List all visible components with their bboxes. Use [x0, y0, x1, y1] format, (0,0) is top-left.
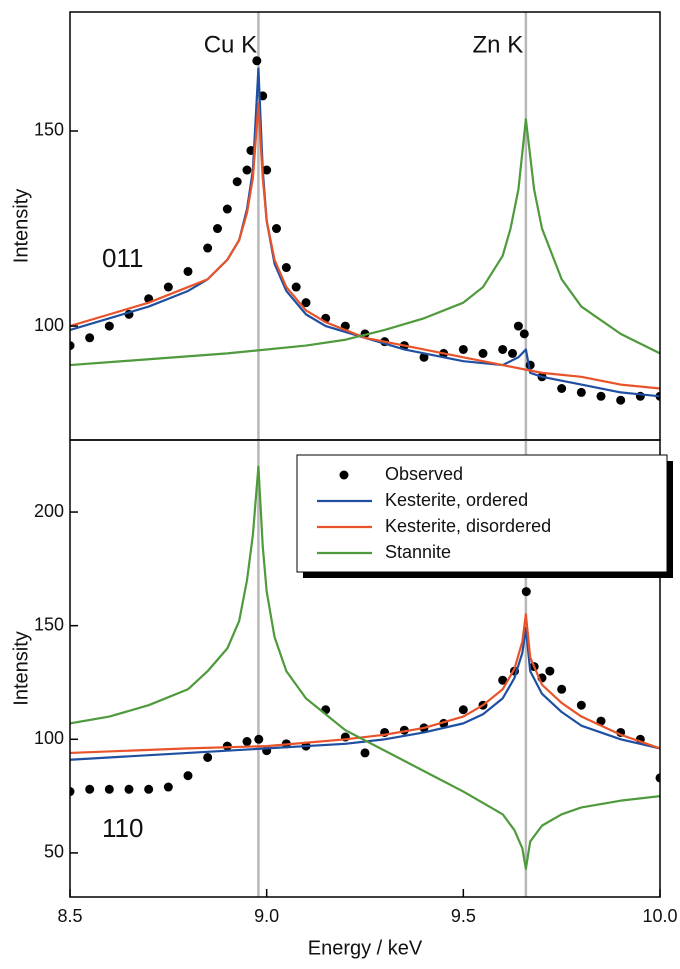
data-point	[596, 716, 606, 726]
data-point	[596, 391, 606, 401]
data-point	[301, 298, 311, 308]
series-line	[70, 67, 660, 398]
data-point	[498, 675, 508, 685]
y-tick-label: 100	[34, 315, 64, 335]
series-line	[70, 465, 660, 870]
data-point	[519, 329, 529, 339]
data-point	[163, 282, 173, 292]
panel-label: 011	[102, 243, 143, 273]
data-point	[557, 383, 567, 393]
reference-label: Zn K	[473, 31, 524, 58]
panel: Cu K Zn K 100 150 Intensity 011	[10, 11, 661, 441]
data-point	[242, 165, 252, 175]
data-point	[213, 224, 222, 234]
series-line	[70, 118, 660, 367]
data-point	[242, 737, 252, 747]
data-point	[85, 784, 95, 794]
series-line	[70, 626, 660, 761]
data-point	[252, 56, 262, 66]
data-point	[104, 784, 114, 794]
data-point	[281, 263, 291, 273]
data-point	[222, 204, 232, 214]
data-point	[576, 700, 586, 710]
x-tick-label: 9.0	[254, 906, 279, 926]
data-point	[291, 282, 301, 292]
legend-label: Kesterite, ordered	[385, 490, 528, 510]
data-point	[124, 784, 134, 794]
y-tick-label: 150	[34, 614, 64, 634]
x-tick-label: 10.0	[642, 906, 677, 926]
x-tick-label: 9.5	[451, 906, 476, 926]
plot-area	[70, 12, 660, 440]
data-point	[203, 752, 213, 762]
panel: 50 100 150 200 8.5 9.0 9.5 10.0 Intensity Energy …	[10, 439, 678, 959]
data-point	[576, 387, 586, 397]
panel-label: 110	[102, 813, 143, 843]
data-point	[203, 243, 213, 253]
data-point	[498, 344, 508, 354]
data-point	[360, 748, 370, 758]
legend-marker	[339, 470, 349, 480]
y-tick-label: 100	[34, 728, 64, 748]
series-line	[70, 102, 660, 390]
legend: Observed Kesterite, ordered Kesterite, dis…	[296, 454, 673, 578]
data-point	[254, 734, 264, 744]
data-point	[163, 782, 173, 792]
data-point	[508, 348, 517, 358]
data-point	[513, 321, 523, 331]
legend-label: Observed	[385, 464, 463, 484]
x-axis-label: Energy / keV	[308, 937, 423, 959]
y-tick-label: 200	[34, 501, 64, 521]
legend-label: Stannite	[385, 542, 451, 562]
y-axis-label: Intensity	[10, 189, 32, 263]
data-point	[183, 266, 193, 276]
data-point	[70, 341, 75, 351]
reference-label: Cu K	[204, 31, 257, 58]
data-point	[272, 224, 281, 234]
data-point	[419, 352, 429, 362]
legend-label: Kesterite, disordered	[385, 516, 551, 536]
data-point	[478, 348, 488, 358]
x-tick-label: 8.5	[57, 906, 82, 926]
legend-box	[296, 454, 668, 573]
data-point	[458, 344, 468, 354]
data-point	[183, 771, 193, 781]
plot-frame	[69, 439, 661, 898]
data-point	[104, 321, 114, 331]
y-tick-label: 150	[34, 120, 64, 140]
data-point	[655, 773, 660, 783]
data-point	[144, 784, 154, 794]
data-point	[70, 787, 75, 797]
plot-area	[70, 440, 660, 897]
data-point	[232, 177, 242, 187]
data-point	[557, 684, 567, 694]
data-point	[521, 587, 531, 597]
data-point	[616, 395, 626, 405]
data-point	[85, 333, 95, 343]
y-tick-label: 50	[44, 842, 64, 862]
data-point	[545, 666, 555, 676]
data-point	[262, 165, 272, 175]
y-axis-label: Intensity	[10, 631, 32, 705]
series-line	[70, 613, 660, 755]
data-point	[458, 705, 468, 715]
